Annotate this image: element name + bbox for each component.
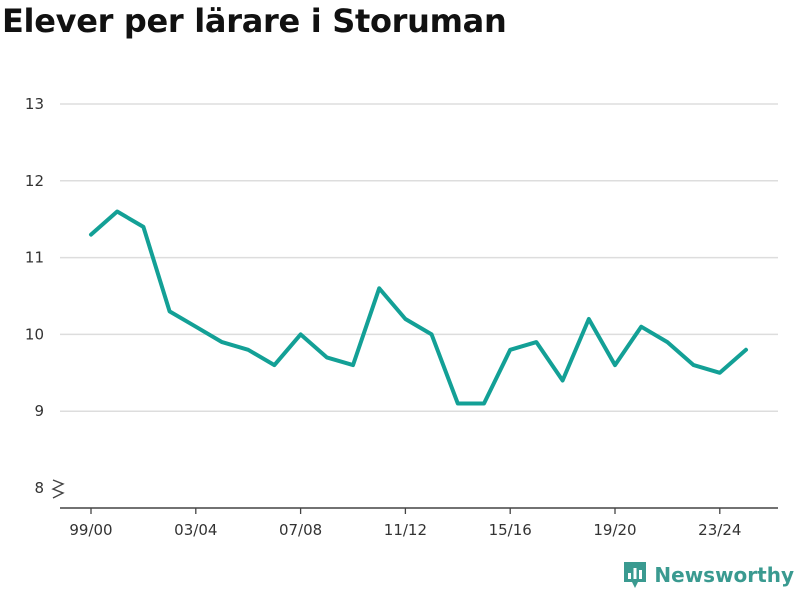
x-axis [51,479,778,509]
data-point [246,348,250,352]
data-point [89,233,93,237]
data-point [430,332,434,336]
data-point [534,340,538,344]
data-point [194,325,198,329]
data-point [141,225,145,229]
x-tick-label: 15/16 [489,521,532,539]
x-tick-label: 11/12 [384,521,427,539]
data-point [168,309,172,313]
data-point [456,402,460,406]
data-point [665,340,669,344]
x-tick-label: 03/04 [174,521,217,539]
data-point [692,363,696,367]
data-point [299,332,303,336]
data-point [220,340,224,344]
axis-break-icon [51,479,65,499]
data-point [377,286,381,290]
y-tick-label: 13 [25,95,44,113]
data-point [351,363,355,367]
data-point [325,355,329,359]
y-tick-label: 10 [25,325,44,343]
data-point [744,348,748,352]
data-point [639,325,643,329]
data-point [115,210,119,214]
data-point [587,317,591,321]
brand-name: Newsworthy [654,563,794,587]
data-point [482,402,486,406]
x-tick-label: 99/00 [69,521,112,539]
y-tick-label: 12 [25,172,44,190]
series-line [89,209,748,406]
y-axis-tick-labels: 8 9 10 11 12 13 [25,95,44,497]
brand-logo: Newsworthy [622,560,794,590]
data-point [613,363,617,367]
chart-title: Elever per lärare i Storuman [2,2,507,40]
newsworthy-logo-icon [624,562,647,588]
gridlines [60,103,778,412]
data-point [508,348,512,352]
data-point [561,378,565,382]
data-series [89,209,748,406]
y-tick-label: 11 [25,249,44,267]
y-tick-label: 8 [34,479,44,497]
data-point [718,371,722,375]
data-point [272,363,276,367]
x-tick-label: 19/20 [593,521,636,539]
data-point [403,317,407,321]
x-tick-label: 23/24 [698,521,741,539]
x-axis-tick-labels: 99/00 03/04 07/08 11/12 15/16 19/20 23/24 [69,508,741,539]
y-tick-label: 9 [34,402,44,420]
x-tick-label: 07/08 [279,521,322,539]
